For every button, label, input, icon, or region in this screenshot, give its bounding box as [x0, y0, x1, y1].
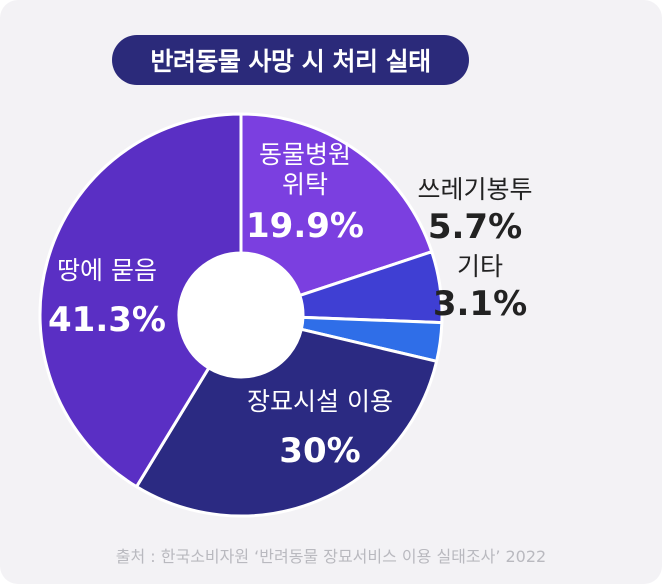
slice-value-2: 5.7% [428, 207, 522, 247]
slice-value-3: 3.1% [433, 284, 527, 324]
slice-label-4: 장묘시설 이용 [247, 387, 393, 416]
slice-label-1: 위탁 [282, 170, 328, 199]
donut-hole [179, 253, 303, 377]
slice-label-1: 동물병원 [259, 140, 351, 169]
chart-title: 반려동물 사망 시 처리 실태 [150, 47, 431, 76]
slice-label-5: 땅에 묻음 [57, 256, 157, 285]
slice-value-4: 30% [279, 431, 360, 471]
title-pill: 반려동물 사망 시 처리 실태 [112, 35, 469, 85]
source-note: 출처 : 한국소비자원 ‘반려동물 장묘서비스 이용 실태조사’ 2022 [115, 547, 547, 566]
slice-value-5: 41.3% [48, 300, 166, 340]
slice-value-1: 19.9% [246, 206, 364, 246]
slice-label-2: 쓰레기봉투 [417, 175, 532, 204]
slice-label-3: 기타 [457, 252, 503, 281]
